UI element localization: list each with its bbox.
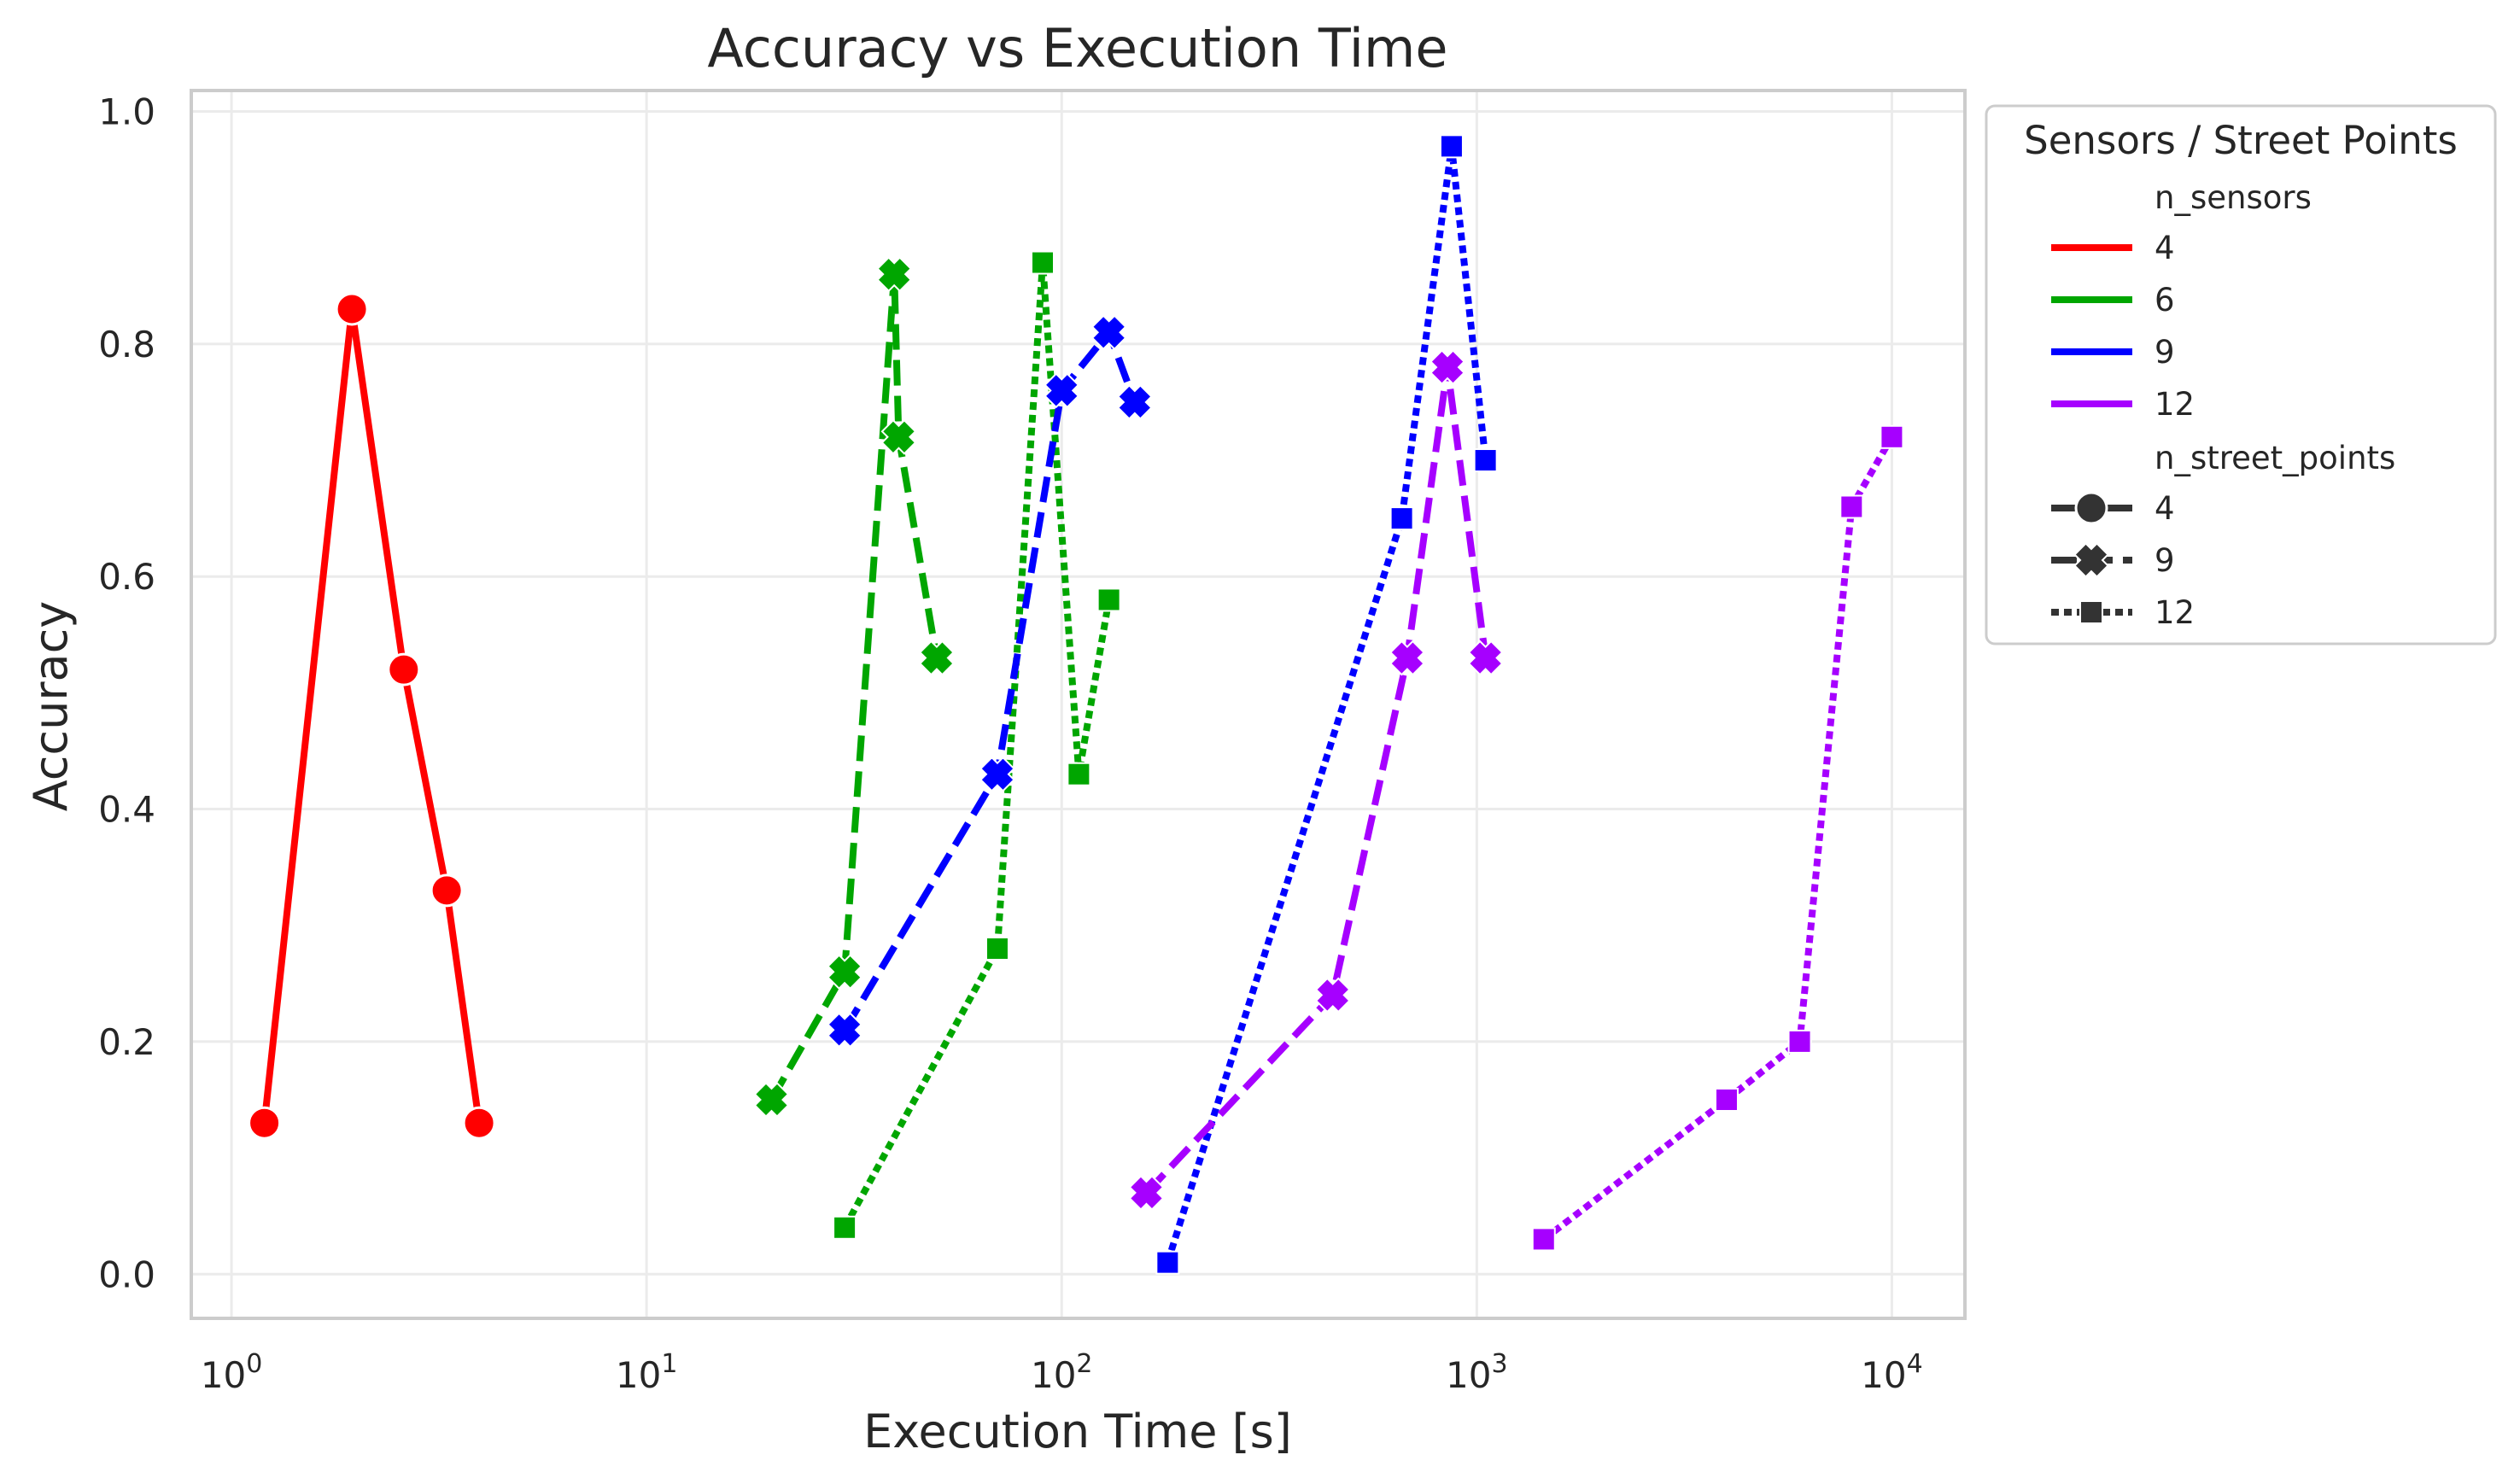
series-line-sensors-6-points-12 [841, 259, 1113, 1230]
data-point-square [1787, 1029, 1812, 1054]
data-point-circle [387, 652, 421, 686]
data-point-square [833, 1215, 857, 1240]
chart-title: Accuracy vs Execution Time [707, 17, 1447, 79]
series-line-sensors-4-points-4 [260, 306, 483, 1124]
y-axis-label: Accuracy [24, 601, 78, 812]
legend-marker-x [2073, 542, 2109, 578]
data-point-x [753, 1082, 790, 1118]
data-point-square [985, 936, 1009, 961]
data-point-square [1880, 424, 1904, 449]
x-tick-label: 100 [201, 1349, 263, 1396]
data-point-square [1714, 1087, 1739, 1112]
legend-marker-circle [2074, 491, 2108, 525]
legend-style-title: n_street_points [2155, 440, 2395, 476]
data-point-x [919, 640, 955, 676]
data-point-x [1116, 384, 1153, 420]
data-point-square [1031, 250, 1055, 275]
y-tick-label: 1.0 [98, 91, 155, 133]
data-point-x [827, 1012, 863, 1049]
data-point-square [1389, 506, 1414, 531]
data-point-circle [248, 1106, 282, 1140]
legend-style-label: 12 [2155, 594, 2195, 631]
y-tick-label: 0.0 [98, 1253, 155, 1295]
data-point-x [1314, 977, 1351, 1014]
legend-hue-label: 6 [2155, 282, 2175, 318]
legend-hue-entries: 4 6 9 12 [2051, 230, 2195, 423]
legend-marker-square [2079, 600, 2103, 624]
y-tick-label: 0.6 [98, 556, 155, 598]
series-markers [248, 134, 1904, 1275]
data-point-circle [462, 1106, 496, 1140]
series-line-sensors-9-points-12 [1164, 143, 1489, 1264]
data-point-circle [430, 873, 464, 908]
data-point-square [1096, 587, 1121, 612]
x-tick-label: 103 [1446, 1349, 1508, 1396]
legend-style-entries: 4 9 12 [2051, 490, 2195, 631]
y-tick-label: 0.8 [98, 324, 155, 365]
legend-style-label: 4 [2155, 490, 2175, 527]
data-point-x [1430, 349, 1465, 386]
x-tick-label: 104 [1861, 1349, 1923, 1396]
grid [191, 91, 1965, 1318]
data-point-x [979, 756, 1015, 792]
data-point-square [1839, 494, 1864, 519]
y-tick-label: 0.2 [98, 1021, 155, 1063]
legend-hue-label: 4 [2155, 230, 2175, 266]
plot-area-frame [190, 89, 1967, 1320]
x-axis-label: Execution Time [s] [863, 1405, 1292, 1458]
data-point-x [1467, 640, 1504, 676]
data-point-square [1531, 1227, 1556, 1252]
legend-style-label: 9 [2155, 542, 2175, 579]
series-lines [260, 143, 1895, 1264]
data-point-x [1044, 372, 1080, 409]
data-point-x [827, 954, 863, 990]
x-axis-ticks: 100 101 102 103 104 [201, 1349, 1923, 1396]
legend-hue-label: 9 [2155, 334, 2175, 371]
x-tick-label: 102 [1031, 1349, 1093, 1396]
legend-title: Sensors / Street Points [2024, 118, 2458, 163]
legend-hue-label: 12 [2155, 386, 2195, 423]
data-point-x [1128, 1175, 1165, 1211]
data-point-square [1439, 134, 1464, 159]
x-tick-label: 101 [616, 1349, 678, 1396]
data-point-circle [335, 292, 369, 326]
data-point-square [1067, 762, 1091, 786]
legend-hue-title: n_sensors [2155, 179, 2312, 216]
data-point-x [1090, 314, 1127, 351]
data-point-x [876, 256, 913, 293]
y-axis-ticks: 0.0 0.2 0.4 0.6 0.8 1.0 [98, 91, 155, 1296]
legend: Sensors / Street Points n_sensors 46912 … [1985, 104, 2497, 646]
series-line-sensors-12-points-12 [1541, 435, 1895, 1242]
data-point-x [1389, 640, 1425, 676]
y-tick-label: 0.4 [98, 789, 155, 831]
data-point-square [1155, 1250, 1180, 1275]
data-point-square [1473, 448, 1498, 473]
data-point-x [880, 418, 917, 455]
